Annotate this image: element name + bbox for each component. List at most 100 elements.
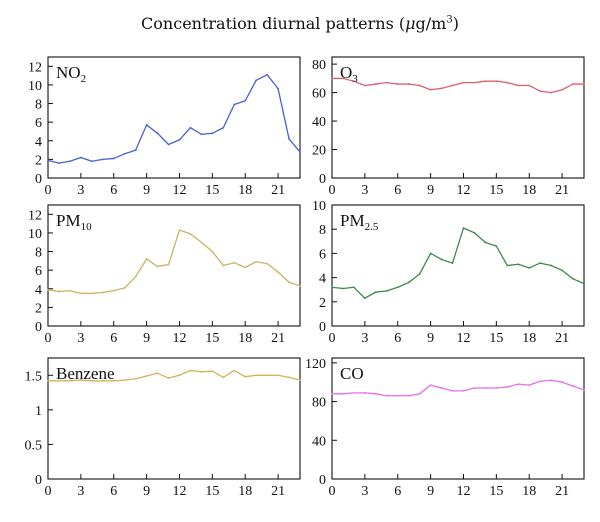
x-tick-label: 15 — [205, 484, 219, 499]
data-point-o3 — [440, 87, 443, 90]
data-point-no2 — [277, 87, 279, 90]
data-point-o3 — [517, 84, 520, 87]
y-tick-label: 2 — [35, 301, 42, 316]
x-tick-label: 12 — [172, 183, 186, 198]
data-point-no2 — [178, 138, 181, 141]
data-point-no2 — [299, 151, 301, 153]
data-point-pm10 — [255, 260, 258, 263]
x-tick-label: 0 — [45, 484, 52, 499]
figure-title-prefix: Concentration diurnal patterns ( — [141, 14, 406, 33]
data-point-co — [407, 394, 410, 397]
data-point-o3 — [495, 80, 498, 83]
data-point-no2 — [266, 73, 269, 76]
x-tick-label: 9 — [427, 331, 434, 346]
data-point-o3 — [353, 80, 355, 83]
data-point-o3 — [572, 83, 574, 85]
data-point-co — [353, 391, 355, 394]
panel-benzene: 0 0.5 1 1.5 0 3 6 9 12 15 18 21 Benzene — [25, 357, 301, 499]
data-point-pm10 — [178, 229, 181, 232]
data-point-co — [451, 390, 454, 392]
data-point-pm10 — [47, 288, 49, 291]
x-tick-label: 18 — [522, 183, 536, 198]
y-tick-label: 6 — [319, 247, 326, 262]
data-point-o3 — [528, 84, 531, 87]
data-point-pm25 — [462, 227, 465, 229]
series-line-o3 — [332, 77, 584, 94]
data-point-co — [484, 387, 487, 389]
x-tick-label: 21 — [271, 183, 285, 198]
panel-frame-no2 — [47, 56, 301, 179]
data-point-co — [396, 394, 399, 397]
series-line-benzene — [48, 369, 301, 382]
x-tick-label: 6 — [394, 331, 401, 346]
y-tick-label: 8 — [35, 246, 42, 261]
data-point-o3 — [550, 91, 553, 94]
data-point-no2 — [134, 149, 137, 151]
data-point-co — [528, 384, 531, 387]
data-point-benzene — [211, 370, 214, 373]
x-tick-label: 15 — [205, 183, 219, 198]
y-tick-label: 8 — [319, 223, 326, 238]
data-point-pm10 — [277, 271, 279, 273]
y-tick-label: 1 — [35, 404, 42, 419]
x-tick-label: 3 — [77, 484, 84, 499]
data-point-no2 — [211, 132, 214, 135]
data-point-pm10 — [123, 286, 126, 289]
panel-label-sub: 3 — [352, 73, 358, 85]
data-point-co — [440, 387, 443, 389]
data-point-o3 — [561, 88, 563, 91]
x-tick-label: 15 — [489, 484, 503, 499]
data-point-benzene — [156, 372, 159, 375]
x-tick-label: 6 — [394, 484, 401, 499]
data-point-o3 — [484, 80, 487, 83]
x-tick-label: 3 — [361, 183, 368, 198]
data-point-o3 — [418, 84, 421, 87]
panel-label-main: CO — [340, 364, 364, 383]
panel-label-o3: O3 — [340, 63, 358, 85]
panel-frame-benzene — [47, 357, 301, 480]
data-point-benzene — [101, 379, 104, 382]
data-point-no2 — [101, 158, 104, 161]
y-tick-label: 0 — [35, 172, 42, 187]
data-point-co — [583, 389, 585, 391]
data-point-o3 — [342, 77, 344, 80]
data-point-pm25 — [495, 245, 498, 248]
data-point-pm10 — [90, 292, 93, 295]
y-tick-label: 12 — [28, 208, 42, 223]
data-point-o3 — [451, 84, 454, 87]
data-point-pm25 — [385, 290, 388, 292]
data-point-pm25 — [418, 273, 421, 275]
data-point-pm10 — [211, 250, 214, 253]
y-tick-label: 0 — [319, 473, 326, 488]
data-point-o3 — [506, 81, 509, 84]
data-point-pm10 — [156, 265, 159, 268]
data-point-no2 — [167, 143, 170, 146]
x-tick-label: 21 — [555, 484, 569, 499]
x-tick-label: 6 — [110, 484, 117, 499]
x-tick-label: 3 — [361, 484, 368, 499]
data-point-pm25 — [331, 286, 333, 289]
y-tick-label: 0 — [319, 320, 326, 335]
data-point-benzene — [244, 375, 247, 378]
data-point-o3 — [429, 88, 432, 91]
data-point-benzene — [233, 369, 236, 372]
x-tick-label: 21 — [555, 331, 569, 346]
y-tick-label: 10 — [28, 79, 42, 94]
x-tick-label: 0 — [329, 484, 336, 499]
data-point-pm25 — [396, 286, 399, 289]
panel-frame-pm10 — [47, 204, 301, 327]
y-tick-label: 1.5 — [25, 369, 43, 384]
data-point-co — [572, 385, 574, 387]
panel-frame-co — [331, 357, 585, 480]
y-tick-label: 80 — [312, 396, 326, 411]
data-point-benzene — [69, 379, 71, 382]
x-tick-label: 0 — [45, 183, 52, 198]
data-point-pm25 — [374, 291, 377, 294]
y-tick-label: 4 — [319, 272, 326, 287]
data-point-o3 — [583, 83, 585, 85]
panel-label-co: CO — [340, 364, 364, 383]
data-point-benzene — [299, 379, 301, 382]
